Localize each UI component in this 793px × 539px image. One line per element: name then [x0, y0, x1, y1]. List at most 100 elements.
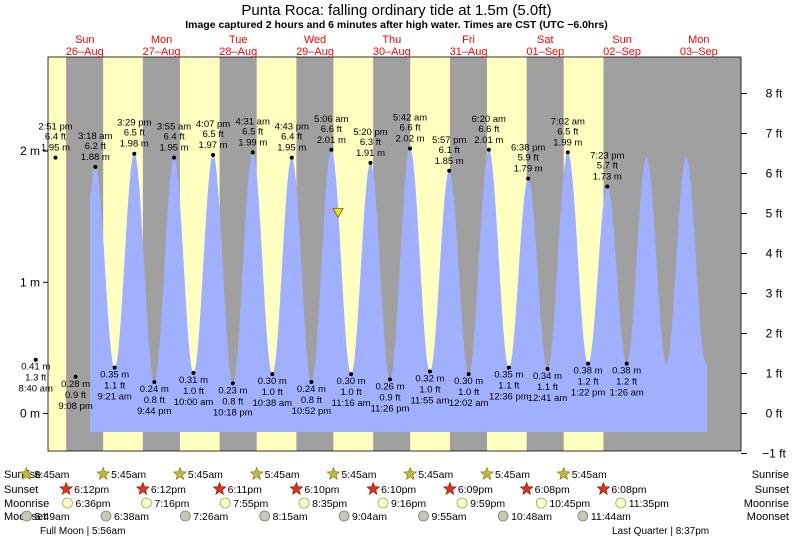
extreme-ft: 1.2 ft [578, 377, 599, 388]
sunrise-star-icon [96, 466, 111, 480]
extreme-time: 1:26 am [610, 388, 644, 399]
extreme-m: 1.99 m [553, 137, 582, 148]
moonrise-moon-icon [535, 497, 547, 509]
extreme-dot [53, 155, 58, 160]
extreme-time: 9:21 am [98, 392, 132, 403]
extreme-ft: 6.5 ft [203, 129, 224, 140]
sunrise-time: 5:45am [34, 469, 69, 481]
day-name: Mon [151, 34, 172, 46]
extreme-dot [309, 380, 314, 385]
extreme-m: 0.34 m [533, 371, 562, 382]
day-name: Tue [229, 34, 248, 46]
day-name: Fri [462, 34, 475, 46]
extreme-time: 9:08 pm [58, 401, 92, 412]
extreme-m: 1.85 m [435, 156, 464, 167]
moonrise-moon-icon [219, 497, 231, 509]
extreme-time: 12:41 am [528, 393, 568, 404]
sunrise-time: 5:45am [111, 469, 146, 481]
moonrise-time: 9:59pm [470, 498, 505, 510]
extreme-ft: 6.6 ft [321, 124, 342, 135]
extreme-dot [605, 184, 610, 189]
right-tick-label: −1 ft [762, 447, 786, 461]
extreme-time: 3:29 pm [117, 118, 151, 129]
left-tick-label: 1 m [20, 275, 40, 289]
chart-subtitle: Image captured 2 hours and 6 minutes aft… [185, 19, 608, 31]
extreme-ft: 1.0 ft [419, 385, 440, 396]
extreme-time: 5:20 pm [353, 127, 387, 138]
extreme-ft: 0.8 ft [144, 395, 165, 406]
extreme-ft: 6.1 ft [439, 145, 460, 156]
extreme-time: 1:22 pm [571, 388, 605, 399]
right-tick-label: 3 ft [766, 287, 783, 301]
extreme-time: 10:18 pm [213, 407, 253, 418]
extreme-ft: 6.4 ft [45, 132, 66, 143]
extreme-dot [172, 155, 177, 160]
day-date: 01–Sep [526, 46, 564, 58]
extreme-time: 4:43 pm [275, 122, 309, 133]
chart-title: Punta Roca: falling ordinary tide at 1.5… [241, 2, 551, 19]
extreme-time: 8:40 am [19, 384, 53, 395]
extreme-dot [250, 150, 255, 155]
extreme-dot [33, 357, 38, 362]
moonset-moon-icon [338, 510, 350, 522]
moonset-moon-icon [577, 510, 589, 522]
extreme-ft: 5.9 ft [518, 153, 539, 164]
extreme-time: 6:38 pm [511, 143, 545, 154]
day-date: 29–Aug [296, 46, 334, 58]
moonset-moon-icon [259, 510, 271, 522]
extreme-m: 2.01 m [474, 135, 503, 146]
sunset-star-icon [596, 481, 611, 495]
tide-extremes: 0.41 m1.3 ft8:40 am2:51 pm6.4 ft1.95 m0.… [19, 112, 644, 418]
day-name: Thu [382, 34, 401, 46]
extreme-m: 2.02 m [396, 133, 425, 144]
extreme-m: 1.98 m [120, 139, 149, 150]
moonset-time: 9:55am [432, 511, 467, 523]
extreme-time: 3:55 am [157, 122, 191, 133]
sunrise-star-icon [326, 466, 341, 480]
extreme-m: 0.24 m [297, 384, 326, 395]
extreme-m: 1.99 m [238, 137, 267, 148]
moonset-time: 7:26am [193, 511, 228, 523]
sunrise-time: 5:45am [265, 469, 300, 481]
moon-phase-full: Full Moon | 5:56am [40, 526, 125, 537]
extreme-time: 10:52 pm [292, 406, 332, 417]
moonrise-time: 8:35pm [312, 498, 347, 510]
extreme-dot [506, 365, 511, 370]
day-date: 27–Aug [143, 46, 181, 58]
extreme-time: 5:42 am [393, 112, 427, 123]
moonrise-moon-icon [615, 497, 627, 509]
extreme-dot [368, 160, 373, 165]
extreme-m: 0.30 m [258, 376, 287, 387]
extreme-ft: 6.5 ft [557, 126, 578, 137]
row-label-right: Moonrise [744, 498, 789, 510]
left-axis-meters: 0 m 1 m 2 m [20, 144, 48, 421]
sunrise-star-icon [556, 466, 571, 480]
extreme-ft: 0.9 ft [65, 390, 86, 401]
extreme-ft: 6.6 ft [399, 122, 420, 133]
extreme-m: 0.41 m [21, 362, 50, 373]
extreme-m: 0.30 m [454, 376, 483, 387]
extreme-time: 11:55 am [410, 396, 449, 407]
right-tick-label: 8 ft [766, 87, 783, 101]
extreme-dot [387, 377, 392, 382]
sunset-time: 6:10pm [381, 484, 416, 496]
extreme-time: 4:31 am [236, 116, 270, 127]
extreme-ft: 0.9 ft [379, 392, 400, 403]
extreme-ft: 1.3 ft [25, 373, 46, 384]
moonset-time: 10:48am [511, 511, 552, 523]
extreme-ft: 5.7 ft [597, 161, 618, 172]
sunset-star-icon [59, 481, 74, 495]
extreme-time: 5:57 pm [432, 135, 466, 146]
sunset-time: 6:08pm [611, 484, 646, 496]
sunset-star-icon [366, 481, 381, 495]
sunrise-time: 5:45am [572, 469, 607, 481]
extreme-ft: 1.0 ft [458, 387, 479, 398]
extreme-ft: 1.0 ft [262, 387, 283, 398]
day-headers: Sun26–AugMon27–AugTue28–AugWed29–AugThu3… [66, 34, 718, 58]
extreme-dot [329, 147, 334, 152]
moonset-time: 9:04am [352, 511, 387, 523]
moonrise-time: 7:55pm [233, 498, 268, 510]
day-date: 03–Sep [680, 46, 718, 58]
extreme-m: 1.79 m [514, 164, 543, 175]
sunset-time: 6:12pm [151, 484, 186, 496]
